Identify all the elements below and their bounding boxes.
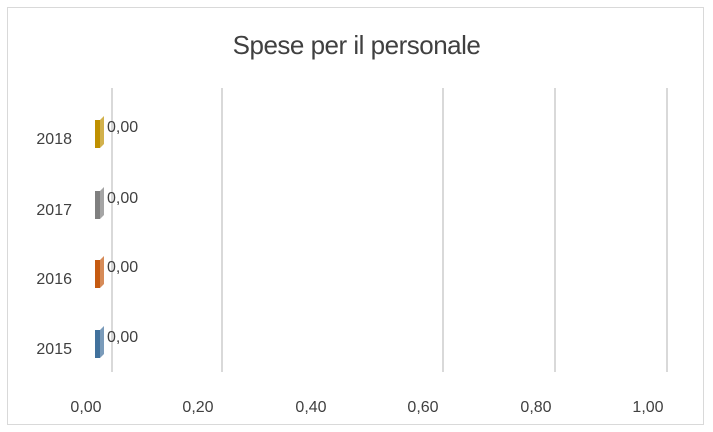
x-tick-5: 1,00 — [632, 399, 663, 416]
chart-title: Spese per il personale — [232, 30, 481, 60]
data-label-2016: 0,00 — [107, 259, 138, 276]
data-labels: 0,00 0,00 0,00 0,00 — [107, 119, 138, 346]
bar-2016 — [95, 260, 100, 288]
x-tick-2: 0,40 — [295, 399, 326, 416]
x-tick-3: 0,60 — [407, 399, 438, 416]
bars — [95, 116, 104, 358]
y-tick-2016: 2016 — [36, 271, 72, 288]
bar-2017 — [95, 191, 100, 219]
bar-side-2015 — [100, 326, 104, 358]
gridlines — [111, 88, 668, 372]
bar-side-2017 — [100, 187, 104, 219]
x-tick-labels: 0,00 0,20 0,40 0,60 0,80 1,00 — [70, 399, 663, 416]
chart-frame — [7, 7, 704, 425]
bar-side-2018 — [100, 116, 104, 148]
y-tick-2015: 2015 — [36, 341, 72, 358]
x-tick-1: 0,20 — [182, 399, 213, 416]
data-label-2017: 0,00 — [107, 190, 138, 207]
x-tick-0: 0,00 — [70, 399, 101, 416]
x-tick-4: 0,80 — [520, 399, 551, 416]
y-tick-labels: 2015 2016 2017 2018 — [36, 131, 72, 358]
y-tick-2017: 2017 — [36, 202, 72, 219]
bar-side-2016 — [100, 256, 104, 288]
bar-2018 — [95, 120, 100, 148]
y-tick-2018: 2018 — [36, 131, 72, 148]
data-label-2018: 0,00 — [107, 119, 138, 136]
bar-2015 — [95, 330, 100, 358]
data-label-2015: 0,00 — [107, 329, 138, 346]
